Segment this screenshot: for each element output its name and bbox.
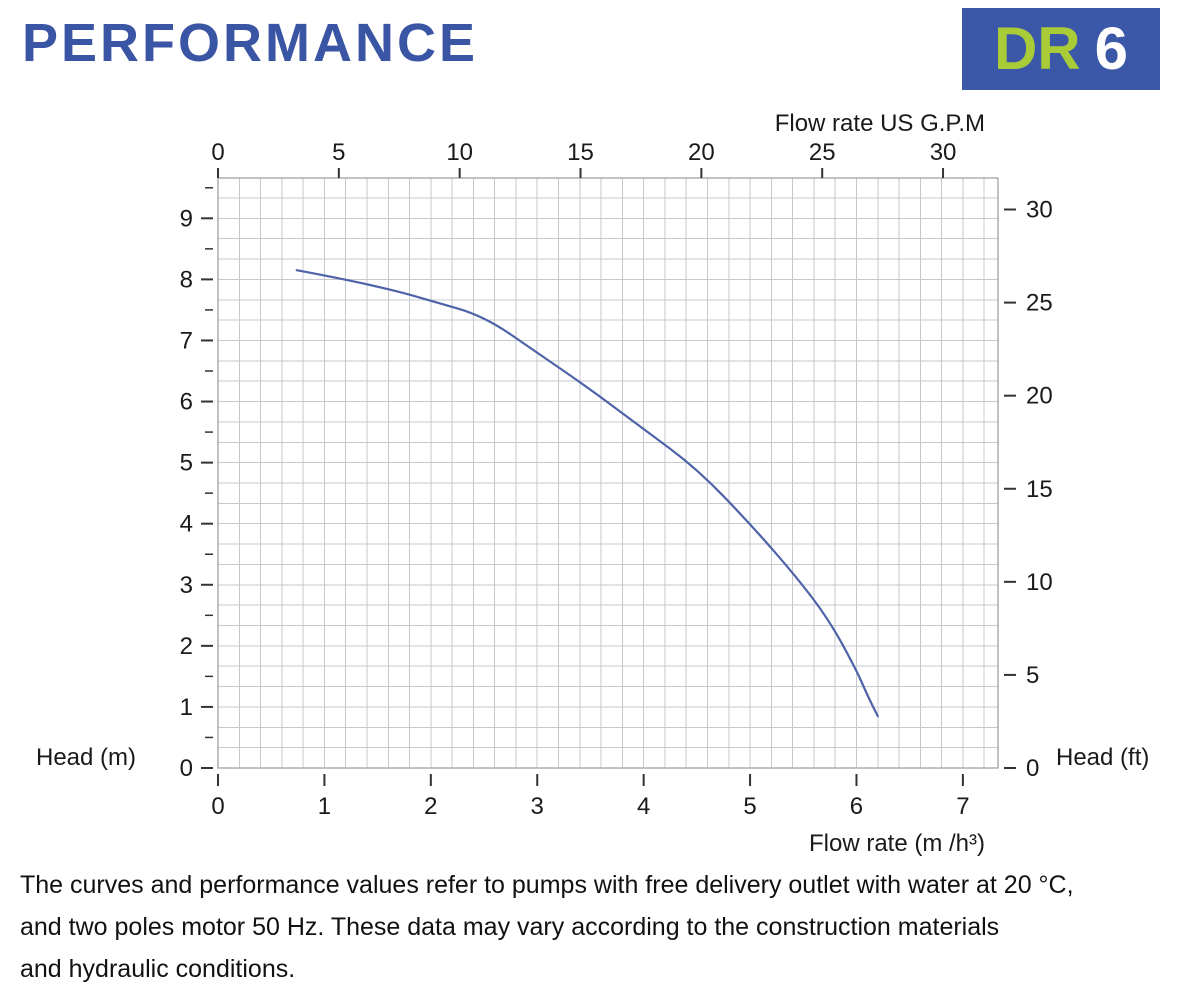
left-axis-tick-label: 5 [180,450,193,477]
right-axis-tick-label: 15 [1026,476,1053,503]
bottom-axis-tick-label: 3 [531,793,544,820]
footnote-line: The curves and performance values refer … [20,871,1074,899]
left-axis-tick-label: 1 [180,694,193,721]
right-axis-tick-label: 10 [1026,569,1053,596]
right-axis-tick-label: 20 [1026,383,1053,410]
page-title: PERFORMANCE [22,13,479,73]
plot-border [217,177,999,769]
bottom-axis-tick-label: 4 [637,793,650,820]
right-axis-tick-label: 25 [1026,290,1053,317]
bottom-axis-tick-label: 2 [424,793,437,820]
right-axis-tick-label: 5 [1026,662,1039,689]
left-axis-tick-label: 6 [180,389,193,416]
model-badge-size: 6 [1094,15,1129,82]
footnote-line: and two poles motor 50 Hz. These data ma… [20,913,1000,941]
top-axis-tick-label: 5 [332,139,345,166]
bottom-axis-tick-label: 1 [318,793,331,820]
top-axis-tick-label: 30 [930,139,957,166]
left-axis-tick-label: 3 [180,572,193,599]
right-axis-tick-label: 0 [1026,755,1039,782]
left-axis-tick-label: 4 [180,511,193,538]
model-badge-series: DR [993,15,1081,82]
footnote: The curves and performance values refer … [20,864,1074,990]
bottom-axis-tick-label: 6 [850,793,863,820]
top-axis-tick-label: 0 [211,139,224,166]
left-axis-tick-label: 9 [180,205,193,232]
left-axis-tick-label: 8 [180,266,193,293]
top-axis-tick-label: 15 [567,139,594,166]
left-axis-tick-label: 7 [180,327,193,354]
top-axis-tick-label: 10 [446,139,473,166]
top-axis-tick-label: 25 [809,139,836,166]
right-axis-title: Head (ft) [1056,744,1150,771]
bottom-axis-tick-label: 5 [743,793,756,820]
performance-curve [295,269,879,718]
bottom-axis-tick-label: 0 [211,793,224,820]
left-axis-tick-label: 0 [180,755,193,782]
right-axis-tick-label: 30 [1026,197,1053,224]
footnote-line: and hydraulic conditions. [20,955,296,983]
left-axis-tick-label: 2 [180,633,193,660]
model-badge: DR 6 [962,8,1160,90]
top-axis-title: Flow rate US G.P.M [774,110,985,137]
bottom-axis-tick-label: 7 [956,793,969,820]
bottom-axis-title: Flow rate (m /h³) [808,830,985,857]
top-axis-tick-label: 20 [688,139,715,166]
left-axis-title: Head (m) [36,744,137,771]
